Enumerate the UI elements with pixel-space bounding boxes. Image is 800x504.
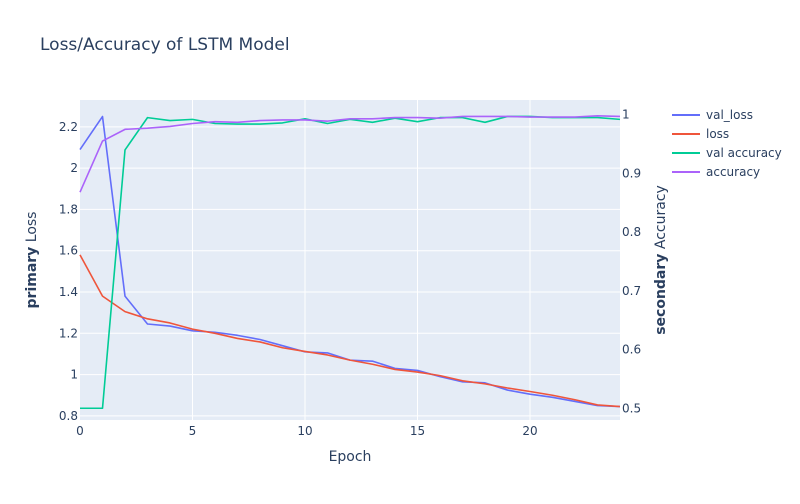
y-tick-label-primary: 0.8 (59, 409, 78, 423)
x-tick-label: 10 (297, 424, 312, 438)
legend-label: val_loss (706, 108, 753, 122)
series-line-loss (79, 254, 621, 408)
y-tick-label-primary: 2.2 (59, 120, 78, 134)
legend-label: accuracy (706, 165, 760, 179)
y-tick-label-primary: 1.8 (59, 202, 78, 216)
y-tick-label-primary: 1.4 (59, 285, 78, 299)
y-tick-label-primary: 2 (70, 161, 78, 175)
x-tick-label: 15 (410, 424, 425, 438)
series-layer (79, 115, 621, 410)
series-line-accuracy (79, 115, 621, 193)
y-axis-title-secondary-bold: secondary (653, 254, 669, 335)
y-axis-title-primary-bold: primary (24, 247, 40, 309)
chart-title: Loss/Accuracy of LSTM Model (40, 35, 290, 55)
y-tick-label-secondary: 0.8 (622, 225, 641, 239)
x-tick-label: 20 (522, 424, 537, 438)
legend-item-accuracy[interactable]: accuracy (672, 165, 760, 179)
y-tick-label-primary: 1.6 (59, 244, 78, 258)
y-axis-title-primary: primary Loss (24, 212, 40, 309)
y-axis-title-secondary: secondary Accuracy (653, 185, 669, 335)
y-tick-label-secondary: 0.6 (622, 343, 641, 357)
y-tick-label-secondary: 0.9 (622, 166, 641, 180)
y-tick-label-primary: 1 (70, 368, 78, 382)
x-tick-label: 5 (189, 424, 197, 438)
legend-item-val_loss[interactable]: val_loss (672, 108, 753, 122)
y-tick-label-primary: 1.2 (59, 326, 78, 340)
legend-label: loss (706, 127, 729, 141)
y-tick-label-secondary: 0.7 (622, 284, 641, 298)
y-tick-label-secondary: 0.5 (622, 401, 641, 415)
x-tick-label: 0 (76, 424, 84, 438)
y-axis-title-primary-text: Loss (24, 212, 40, 243)
legend-item-loss[interactable]: loss (672, 127, 729, 141)
axis-layer: 0 5 10 15 20 0.8 1 1.2 1.4 1.6 1.8 2 2.2 0.5 0.6 0.7 0.8… (59, 108, 641, 438)
legend-label: val accuracy (706, 146, 782, 160)
legend-item-val-accuracy[interactable]: val accuracy (672, 146, 782, 160)
y-axis-title-secondary-text: Accuracy (653, 185, 669, 249)
x-axis-title: Epoch (329, 449, 372, 465)
plot-background (80, 100, 620, 420)
y-tick-label-secondary: 1 (622, 108, 630, 122)
